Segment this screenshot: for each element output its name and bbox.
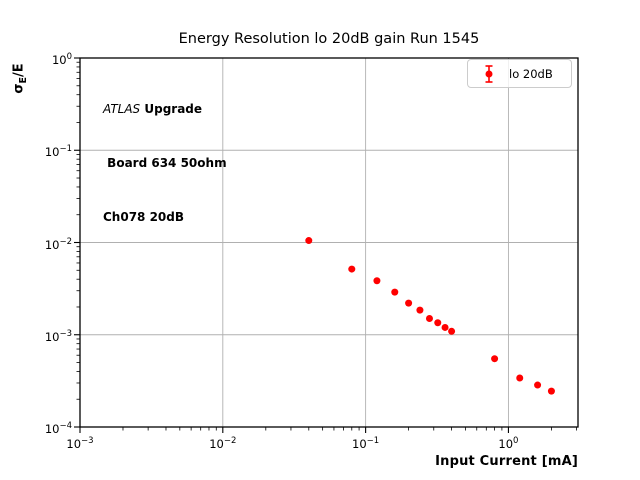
y-axis-label-subscript: E	[18, 77, 30, 84]
annotation-line-2: Board 634 50ohm	[103, 156, 227, 170]
data-point	[305, 237, 313, 245]
y-tick-label: 10−2	[44, 236, 72, 252]
annotation-atlas-text: ATLAS	[103, 102, 141, 116]
data-point	[348, 265, 356, 273]
x-tick-label: 10−1	[352, 436, 380, 451]
x-tick-label: 10−3	[66, 436, 94, 451]
x-axis-label: Input Current [mA]	[435, 454, 578, 469]
data-point	[416, 306, 424, 314]
x-tick-label: 100	[498, 436, 519, 451]
data-point	[491, 355, 499, 363]
y-tick-label: 10−4	[44, 421, 72, 436]
y-tick-label: 10−1	[44, 144, 72, 160]
data-point	[425, 315, 433, 323]
data-point	[534, 381, 542, 389]
y-tick-label: 10−3	[44, 328, 72, 344]
data-point	[434, 319, 442, 327]
data-point	[441, 323, 449, 331]
annotation-block: ATLAS Upgrade Board 634 50ohm Ch078 20dB	[103, 64, 227, 262]
data-point	[391, 288, 399, 296]
data-point	[448, 327, 456, 335]
y-axis-label-sigma: σ	[11, 83, 27, 94]
data-point	[516, 374, 524, 382]
y-axis-label: σE/E	[11, 45, 30, 113]
legend-label: lo 20dB	[509, 66, 553, 81]
y-tick-label: 100	[51, 52, 72, 67]
x-tick-label: 10−2	[209, 436, 237, 451]
data-point	[547, 387, 555, 395]
data-point	[373, 277, 381, 285]
annotation-upgrade-text: Upgrade	[140, 102, 203, 116]
chart-title: Energy Resolution lo 20dB gain Run 1545	[178, 31, 480, 47]
legend-box: lo 20dB	[467, 59, 572, 88]
annotation-line-1: ATLAS Upgrade	[103, 100, 227, 118]
plot-border	[79, 57, 579, 428]
errorbar-marker-icon	[485, 64, 493, 83]
annotation-line-3: Ch078 20dB	[103, 210, 185, 224]
y-axis-label-rest: /E	[11, 63, 27, 78]
data-point	[405, 299, 413, 307]
